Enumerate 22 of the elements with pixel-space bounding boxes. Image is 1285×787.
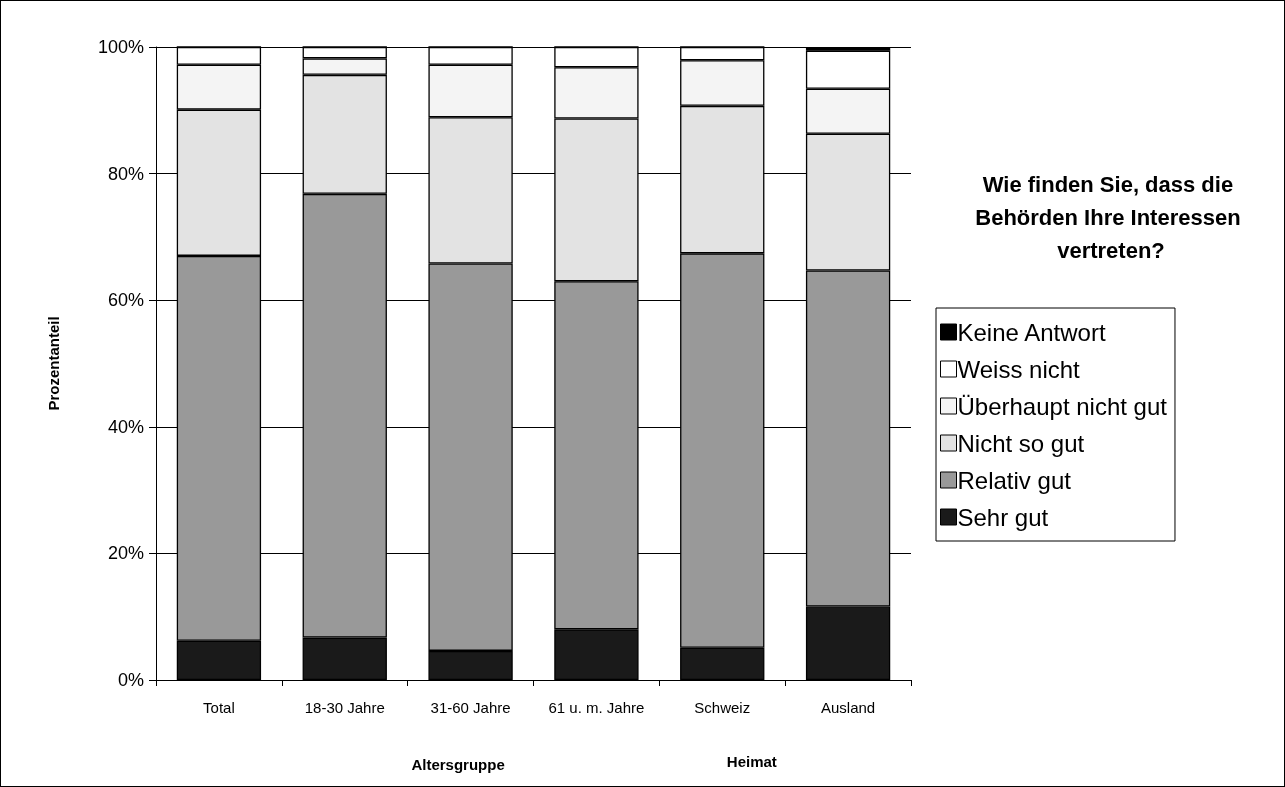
legend-label: Relativ gut [957,466,1072,494]
x-tick-label: Schweiz [694,698,751,716]
y-tick-label: 60% [107,290,144,311]
y-tick-label: 100% [97,37,144,57]
x-tick-label: 31-60 Jahre [430,698,511,716]
legend-label: Weiss nicht [957,355,1081,383]
x-tick-label: 18-30 Jahre [304,698,385,716]
x-tick-label: Ausland [820,698,876,716]
legend-label: Sehr gut [957,503,1049,531]
y-tick-label: 40% [107,416,144,437]
x-tick-label: 61 u. m. Jahre [548,698,645,716]
text: Wie finden Sie, dass die Behörden Ihre Interessen vertreten? [975,172,1247,263]
y-tick-label: 80% [107,163,144,184]
y-tick-label: 20% [107,543,144,564]
text: Heimat [726,753,777,770]
y-axis-title: Prozentanteil [45,316,62,411]
legend-label: Überhaupt nicht gut [957,392,1168,420]
legend-label: Nicht so gut [957,429,1085,457]
text: Altersgruppe [411,756,505,773]
y-tick-label: 0% [117,670,144,690]
legend-label: Keine Antwort [957,318,1106,346]
x-tick-label: Total [203,698,235,716]
